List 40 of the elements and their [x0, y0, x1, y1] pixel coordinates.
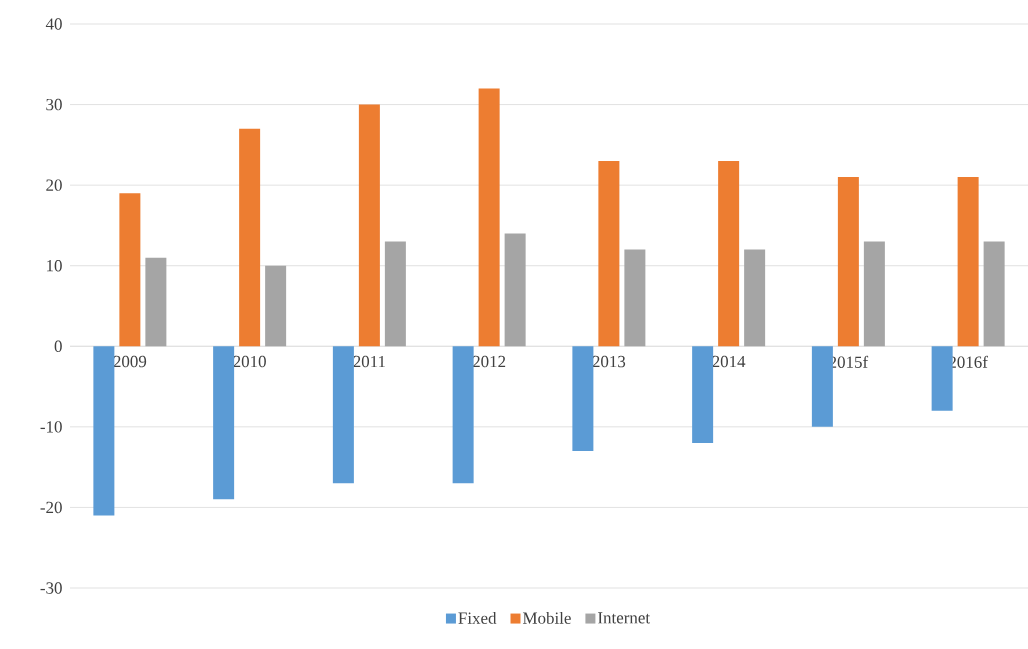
bar	[983, 241, 1005, 347]
bar	[478, 88, 500, 347]
legend-label: Fixed	[458, 611, 497, 624]
y-tick-label: -20	[40, 501, 62, 514]
bar	[239, 128, 261, 347]
legend-label: Mobile	[522, 611, 571, 624]
bar	[358, 104, 380, 347]
bar	[692, 346, 714, 443]
y-tick-label: 30	[46, 98, 62, 111]
y-tick-label: 0	[54, 340, 62, 352]
x-tick-label: 2012	[472, 355, 506, 368]
bar	[931, 346, 953, 411]
y-tick-label: 20	[46, 179, 62, 191]
bar	[957, 177, 979, 347]
y-tick-label: -10	[40, 421, 62, 433]
bar	[213, 346, 235, 500]
bar	[119, 193, 141, 347]
bar	[145, 257, 167, 347]
bar	[504, 233, 526, 347]
y-tick-label: 40	[45, 18, 62, 30]
x-tick-label: 2014	[712, 355, 746, 368]
x-tick-label: 2009	[113, 355, 147, 368]
x-tick-label: 2013	[592, 355, 626, 368]
bar	[384, 241, 406, 347]
bar	[863, 241, 885, 347]
bar	[452, 346, 474, 484]
bar	[598, 160, 620, 347]
bar	[265, 265, 287, 347]
bar	[572, 346, 594, 452]
bar	[744, 249, 766, 347]
bar	[93, 346, 115, 516]
bar	[718, 160, 740, 347]
x-tick-label: 2010	[233, 355, 266, 368]
bar	[624, 249, 646, 347]
bar	[837, 177, 859, 347]
y-tick-label: -30	[40, 582, 62, 594]
y-tick-label: 10	[47, 260, 62, 272]
bar	[811, 346, 833, 427]
bar	[332, 346, 354, 484]
legend-label: Internet	[598, 612, 650, 624]
